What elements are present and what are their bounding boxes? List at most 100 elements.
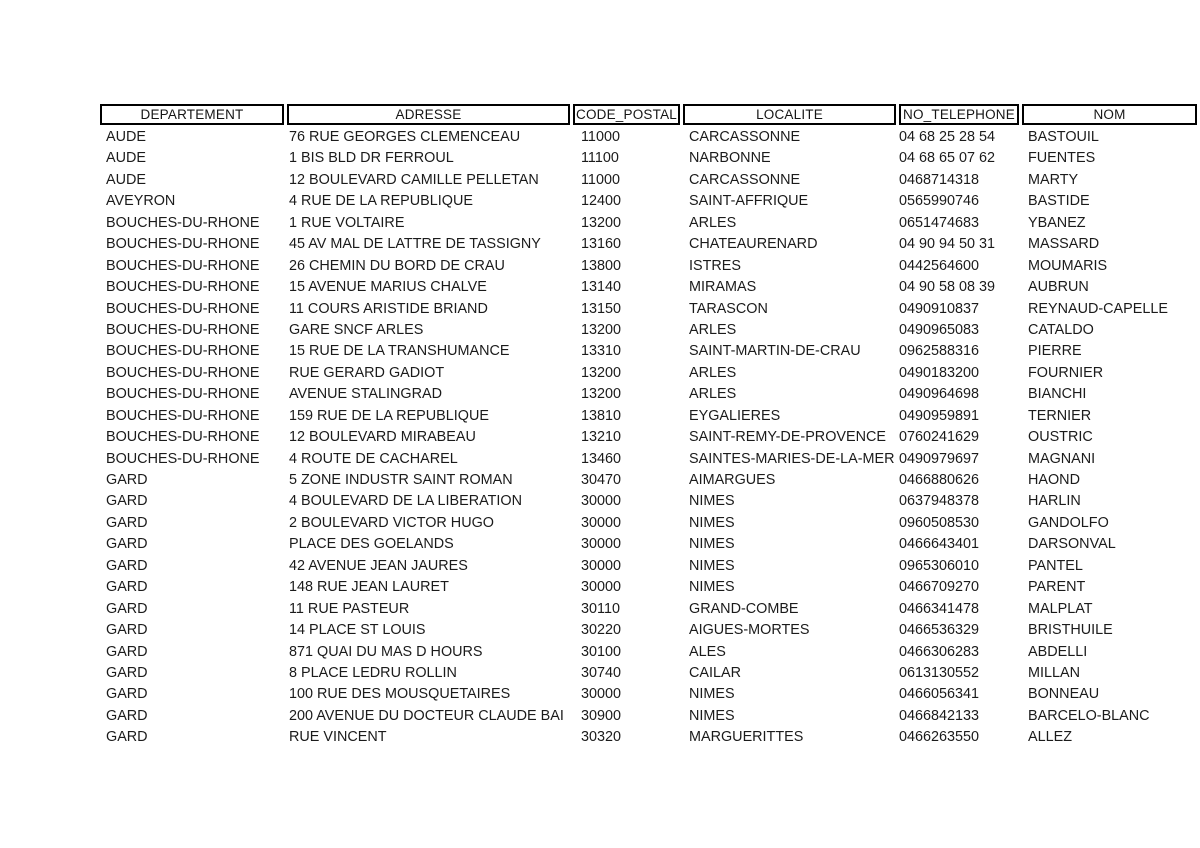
cell-no_telephone: 04 68 65 07 62 bbox=[899, 150, 996, 167]
table-row: GARD 100 RUE DES MOUSQUETAIRES 30000 NIMES 0… bbox=[100, 684, 1197, 705]
cell-departement: BOUCHES-DU-RHONE bbox=[106, 364, 260, 381]
cell-departement: GARD bbox=[106, 707, 148, 724]
cell-adresse: GARE SNCF ARLES bbox=[289, 321, 424, 338]
data-table: DEPARTEMENT ADRESSE CODE_POSTAL LOCALITE NO_… bbox=[100, 104, 1197, 749]
cell-no_telephone: 0490959891 bbox=[899, 407, 980, 424]
cell-adresse: 8 PLACE LEDRU ROLLIN bbox=[289, 664, 457, 681]
cell-adresse: 14 PLACE ST LOUIS bbox=[289, 622, 426, 639]
cell-localite: NARBONNE bbox=[689, 150, 771, 167]
cell-nom: ABDELLI bbox=[1028, 643, 1088, 660]
table-header-row: DEPARTEMENT ADRESSE CODE_POSTAL LOCALITE NO_… bbox=[100, 104, 1197, 125]
table-row: BOUCHES-DU-RHONE 15 RUE DE LA TRANSHUMANC… bbox=[100, 341, 1197, 362]
cell-departement: GARD bbox=[106, 579, 148, 596]
cell-no_telephone: 0466709270 bbox=[899, 579, 980, 596]
cell-nom: REYNAUD-CAPELLE bbox=[1028, 300, 1168, 317]
cell-departement: BOUCHES-DU-RHONE bbox=[106, 407, 260, 424]
column-header-nom: NOM bbox=[1022, 104, 1197, 125]
table-row: GARD 11 RUE PASTEUR 30110 GRAND-COMBE 046634… bbox=[100, 599, 1197, 620]
cell-nom: MARTY bbox=[1028, 171, 1079, 188]
cell-localite: NIMES bbox=[689, 707, 735, 724]
cell-nom: BARCELO-BLANC bbox=[1028, 707, 1150, 724]
cell-localite: NIMES bbox=[689, 579, 735, 596]
cell-adresse: 45 AV MAL DE LATTRE DE TASSIGNY bbox=[289, 236, 541, 253]
cell-code_postal: 13200 bbox=[581, 321, 622, 338]
cell-adresse: 4 BOULEVARD DE LA LIBERATION bbox=[289, 493, 522, 510]
cell-adresse: 871 QUAI DU MAS D HOURS bbox=[289, 643, 483, 660]
cell-nom: AUBRUN bbox=[1028, 279, 1089, 296]
cell-localite: NIMES bbox=[689, 493, 735, 510]
cell-adresse: 15 AVENUE MARIUS CHALVE bbox=[289, 279, 487, 296]
cell-departement: BOUCHES-DU-RHONE bbox=[106, 343, 260, 360]
cell-code_postal: 13460 bbox=[581, 450, 622, 467]
table-row: GARD 8 PLACE LEDRU ROLLIN 30740 CAILAR 06131… bbox=[100, 663, 1197, 684]
cell-nom: PANTEL bbox=[1028, 557, 1083, 574]
cell-no_telephone: 0637948378 bbox=[899, 493, 980, 510]
table-row: GARD 5 ZONE INDUSTR SAINT ROMAN 30470 AIMAR… bbox=[100, 470, 1197, 491]
table-row: BOUCHES-DU-RHONE 11 COURS ARISTIDE BRIAND… bbox=[100, 299, 1197, 320]
cell-localite: ALES bbox=[689, 643, 726, 660]
cell-no_telephone: 0466536329 bbox=[899, 622, 980, 639]
cell-departement: BOUCHES-DU-RHONE bbox=[106, 300, 260, 317]
cell-departement: BOUCHES-DU-RHONE bbox=[106, 236, 260, 253]
table-row: AUDE 12 BOULEVARD CAMILLE PELLETAN 11000 CA… bbox=[100, 170, 1197, 191]
cell-adresse: 2 BOULEVARD VICTOR HUGO bbox=[289, 514, 494, 531]
cell-code_postal: 13200 bbox=[581, 364, 622, 381]
cell-no_telephone: 0466880626 bbox=[899, 472, 980, 488]
cell-localite: GRAND-COMBE bbox=[689, 600, 799, 617]
table-row: GARD 14 PLACE ST LOUIS 30220 AIGUES-MORTES 0… bbox=[100, 620, 1197, 641]
cell-adresse: PLACE DES GOELANDS bbox=[289, 536, 454, 553]
cell-no_telephone: 0466341478 bbox=[899, 600, 980, 617]
cell-nom: BASTIDE bbox=[1028, 193, 1090, 210]
cell-localite: EYGALIERES bbox=[689, 407, 781, 424]
cell-localite: SAINT-REMY-DE-PROVENCE bbox=[689, 429, 886, 446]
cell-departement: BOUCHES-DU-RHONE bbox=[106, 386, 260, 403]
cell-no_telephone: 0490979697 bbox=[899, 450, 980, 467]
cell-adresse: 159 RUE DE LA REPUBLIQUE bbox=[289, 407, 489, 424]
cell-localite: NIMES bbox=[689, 686, 735, 703]
column-header-departement: DEPARTEMENT bbox=[100, 104, 284, 125]
cell-localite: ISTRES bbox=[689, 257, 741, 274]
cell-adresse: RUE VINCENT bbox=[289, 729, 387, 746]
cell-no_telephone: 0466306283 bbox=[899, 643, 980, 660]
cell-adresse: 4 RUE DE LA REPUBLIQUE bbox=[289, 193, 473, 210]
cell-nom: MAGNANI bbox=[1028, 450, 1096, 467]
cell-departement: GARD bbox=[106, 622, 148, 639]
table-row: AVEYRON 4 RUE DE LA REPUBLIQUE 12400 SAINT-… bbox=[100, 191, 1197, 212]
column-header-code_postal: CODE_POSTAL bbox=[573, 104, 680, 125]
cell-nom: DARSONVAL bbox=[1028, 536, 1116, 553]
cell-localite: ARLES bbox=[689, 386, 737, 403]
cell-departement: AUDE bbox=[106, 129, 146, 145]
cell-nom: MASSARD bbox=[1028, 236, 1100, 253]
cell-no_telephone: 0490964698 bbox=[899, 386, 980, 403]
cell-code_postal: 30000 bbox=[581, 514, 622, 531]
cell-nom: TERNIER bbox=[1028, 407, 1092, 424]
cell-no_telephone: 0466643401 bbox=[899, 536, 980, 553]
table-row: GARD 148 RUE JEAN LAURET 30000 NIMES 0466709… bbox=[100, 577, 1197, 598]
cell-localite: MARGUERITTES bbox=[689, 729, 804, 746]
cell-code_postal: 30100 bbox=[581, 643, 622, 660]
cell-adresse: 4 ROUTE DE CACHAREL bbox=[289, 450, 458, 467]
cell-adresse: 5 ZONE INDUSTR SAINT ROMAN bbox=[289, 472, 513, 488]
cell-no_telephone: 0466056341 bbox=[899, 686, 980, 703]
column-header-no_telephone: NO_TELEPHONE bbox=[899, 104, 1019, 125]
cell-nom: CATALDO bbox=[1028, 321, 1094, 338]
cell-no_telephone: 04 90 58 08 39 bbox=[899, 279, 996, 296]
table-row: BOUCHES-DU-RHONE RUE GERARD GADIOT 13200 AR… bbox=[100, 363, 1197, 384]
column-header-adresse: ADRESSE bbox=[287, 104, 570, 125]
cell-adresse: 148 RUE JEAN LAURET bbox=[289, 579, 449, 596]
cell-code_postal: 30900 bbox=[581, 707, 622, 724]
cell-code_postal: 30220 bbox=[581, 622, 622, 639]
cell-code_postal: 30000 bbox=[581, 579, 622, 596]
cell-code_postal: 13140 bbox=[581, 279, 622, 296]
cell-adresse: 15 RUE DE LA TRANSHUMANCE bbox=[289, 343, 510, 360]
cell-departement: BOUCHES-DU-RHONE bbox=[106, 321, 260, 338]
cell-no_telephone: 0442564600 bbox=[899, 257, 980, 274]
cell-code_postal: 11000 bbox=[581, 171, 620, 188]
cell-no_telephone: 0466842133 bbox=[899, 707, 980, 724]
cell-no_telephone: 04 90 94 50 31 bbox=[899, 236, 996, 253]
cell-no_telephone: 0613130552 bbox=[899, 664, 980, 681]
cell-code_postal: 11100 bbox=[581, 150, 619, 167]
cell-code_postal: 13200 bbox=[581, 214, 622, 231]
cell-adresse: 1 RUE VOLTAIRE bbox=[289, 214, 405, 231]
cell-departement: GARD bbox=[106, 493, 148, 510]
